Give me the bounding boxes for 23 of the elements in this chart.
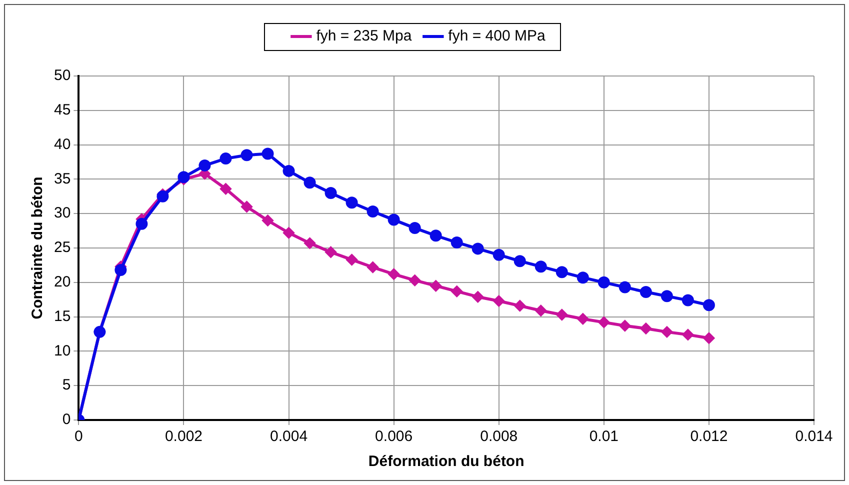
x-tick-label: 0.01 [589,428,619,446]
x-tick-label: 0.012 [690,428,728,446]
x-axis-title: Déformation du béton [368,453,524,470]
y-tick-label: 20 [54,274,71,291]
legend-label: fyh = 235 Mpa [316,28,412,45]
y-tick-label: 10 [54,342,71,360]
y-axis-title: Contrainte du béton [29,176,46,320]
y-tick-label: 45 [54,102,71,119]
x-tick-label: 0.006 [375,428,413,446]
y-tick-label: 40 [54,136,71,153]
y-tick-label: 25 [54,239,71,256]
y-tick-label: 30 [54,204,71,222]
x-tick-label: 0.008 [480,428,518,446]
x-tick-label: 0.014 [795,428,833,446]
y-tick-label: 15 [54,308,71,325]
legend-label: fyh = 400 MPa [448,28,546,45]
y-tick-label: 35 [54,170,71,188]
x-tick-label: 0 [74,428,83,446]
x-tick-label: 0.002 [164,428,203,446]
y-tick-label: 0 [62,411,71,428]
x-tick-label: 0.004 [270,428,308,446]
y-tick-label: 50 [54,67,71,84]
y-tick-label: 5 [62,376,71,394]
